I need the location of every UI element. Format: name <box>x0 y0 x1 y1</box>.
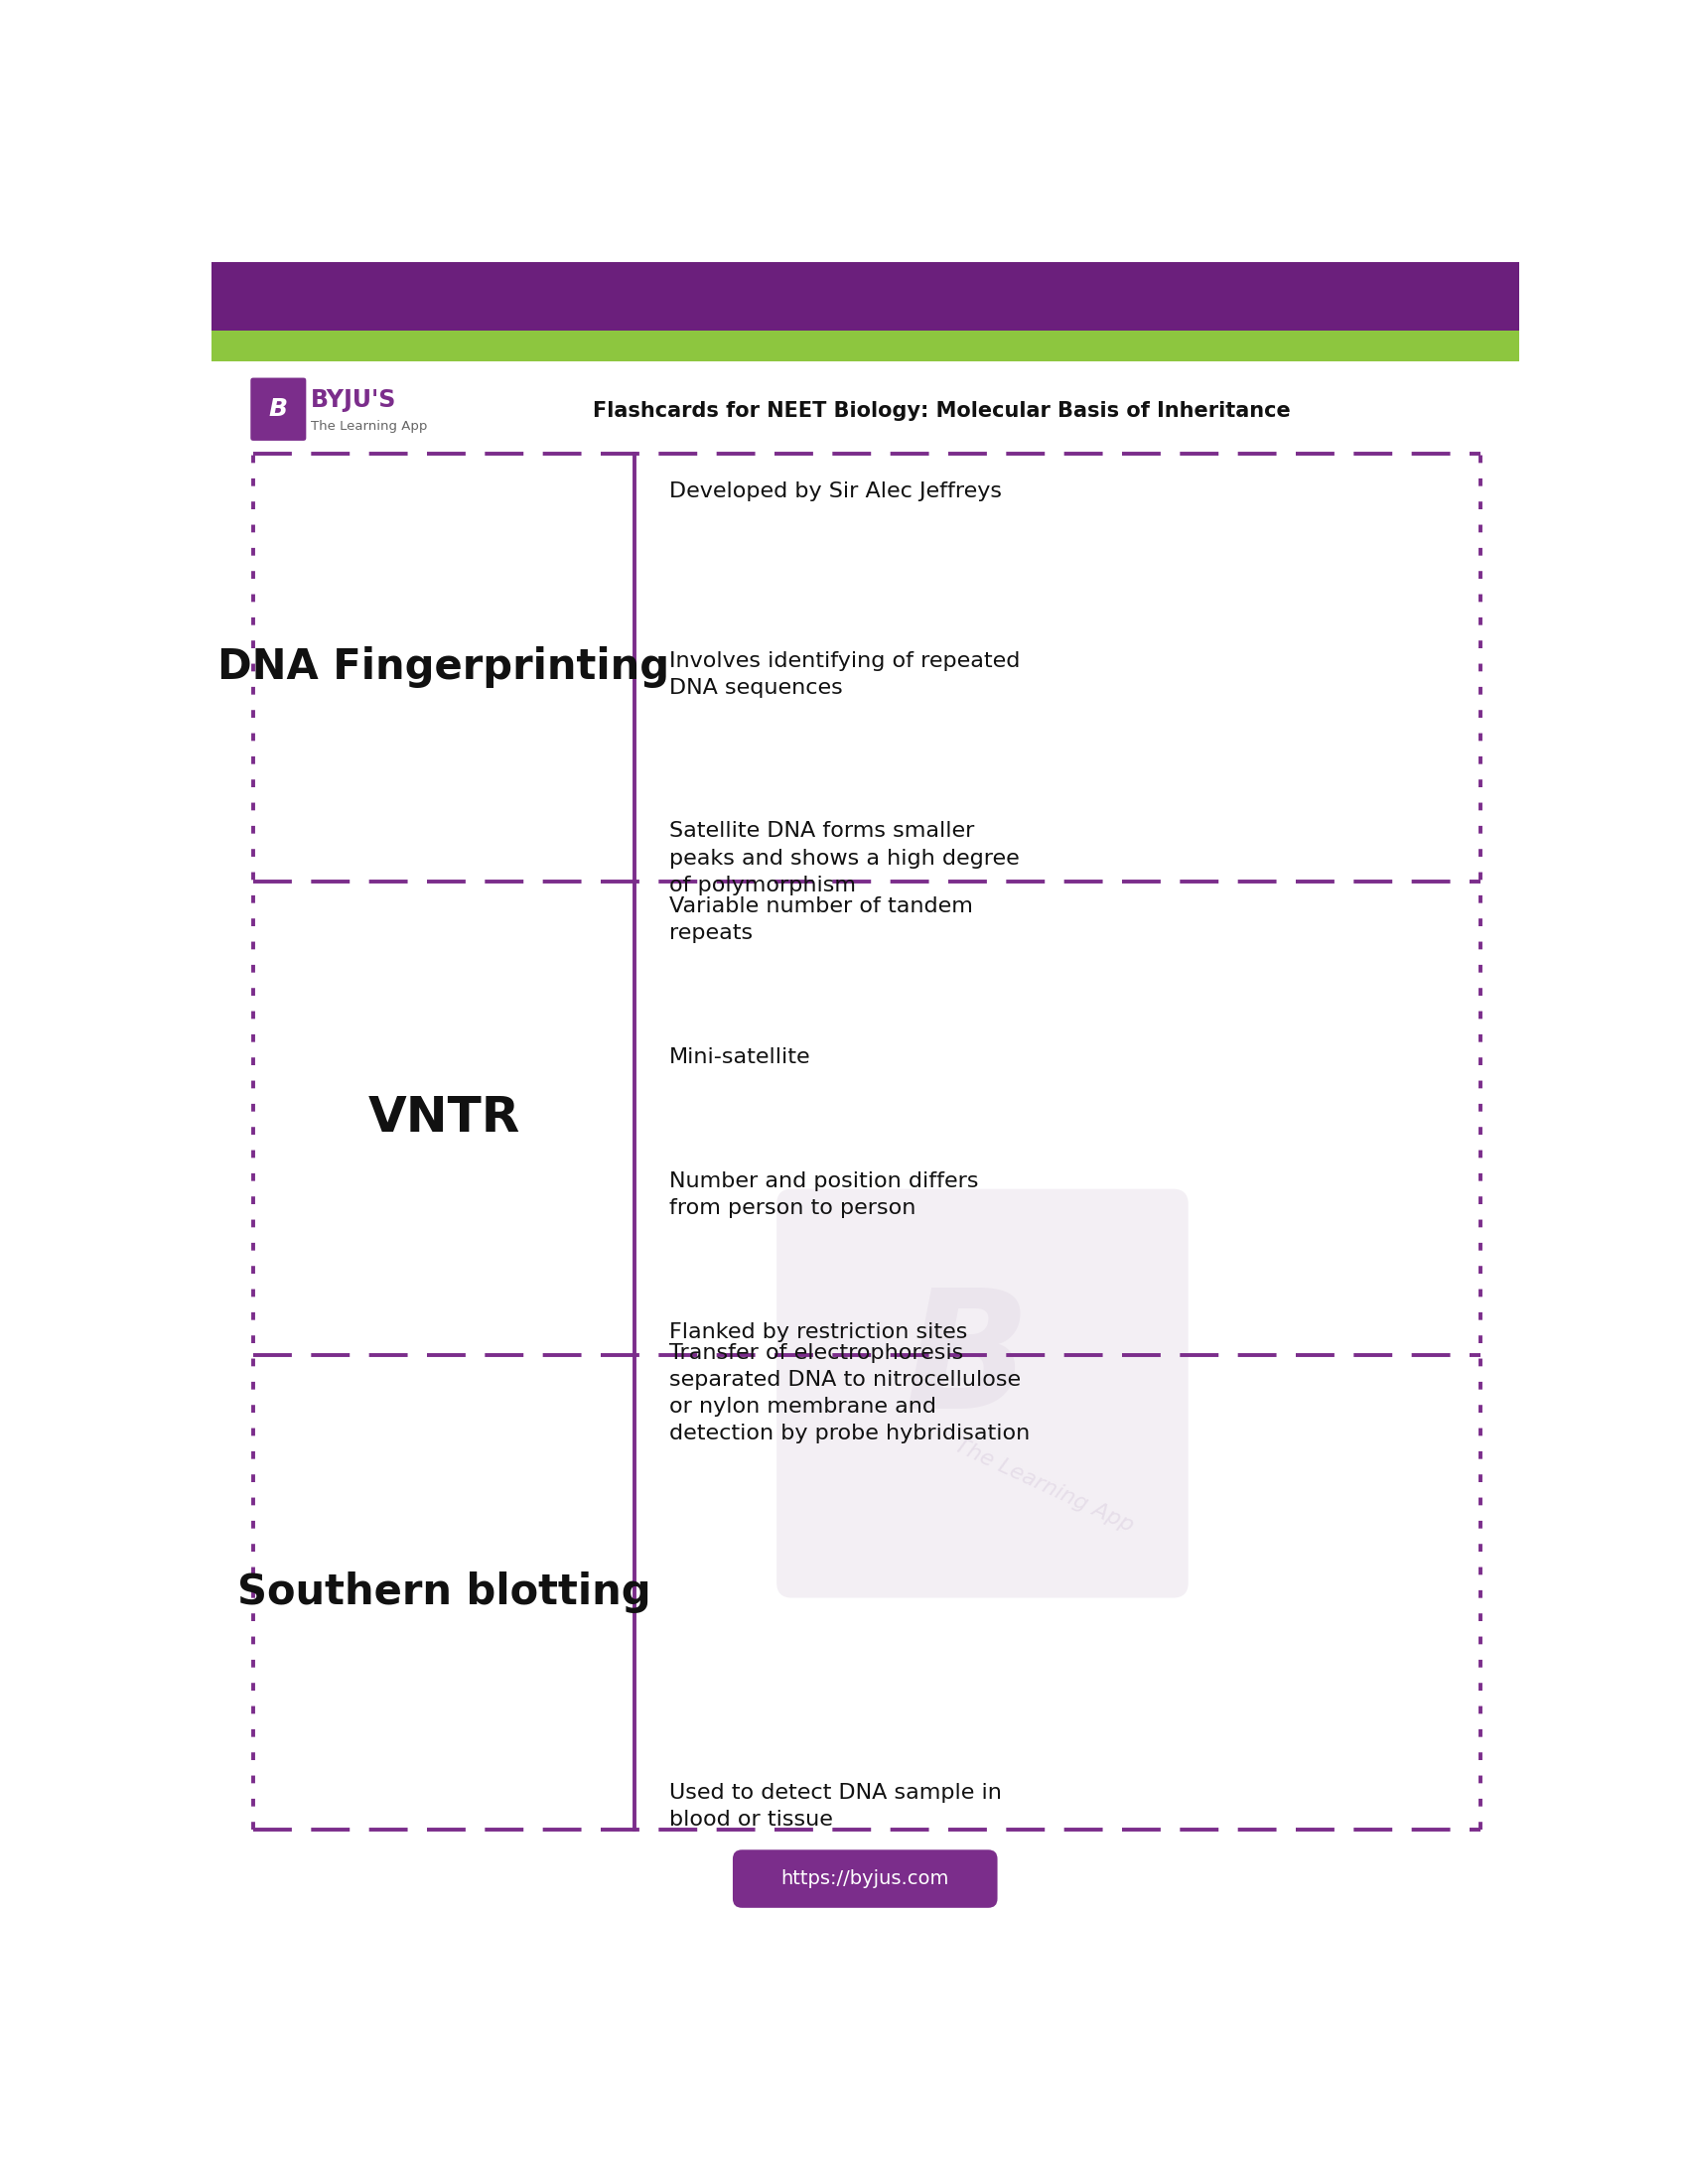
Text: B: B <box>268 397 287 422</box>
Text: Involves identifying of repeated
DNA sequences: Involves identifying of repeated DNA seq… <box>668 651 1020 699</box>
FancyBboxPatch shape <box>250 376 307 441</box>
Text: BYJU'S: BYJU'S <box>311 389 397 411</box>
Text: Satellite DNA forms smaller
peaks and shows a high degree
of polymorphism: Satellite DNA forms smaller peaks and sh… <box>668 821 1020 895</box>
Text: Mini-satellite: Mini-satellite <box>668 1046 810 1068</box>
Bar <box>211 332 1519 363</box>
Bar <box>211 262 1519 330</box>
Text: Flashcards for NEET Biology: Molecular Basis of Inheritance: Flashcards for NEET Biology: Molecular B… <box>592 402 1291 422</box>
FancyBboxPatch shape <box>776 1188 1188 1599</box>
Text: B: B <box>905 1282 1030 1444</box>
Text: Used to detect DNA sample in
blood or tissue: Used to detect DNA sample in blood or ti… <box>668 1782 1001 1830</box>
Text: Developed by Sir Alec Jeffreys: Developed by Sir Alec Jeffreys <box>668 480 1001 502</box>
Text: Flanked by restriction sites: Flanked by restriction sites <box>668 1321 967 1343</box>
Text: VNTR: VNTR <box>368 1094 520 1142</box>
Text: DNA Fingerprinting: DNA Fingerprinting <box>218 646 670 688</box>
FancyBboxPatch shape <box>733 1850 998 1909</box>
Text: The Learning App: The Learning App <box>952 1435 1136 1535</box>
Text: Variable number of tandem
repeats: Variable number of tandem repeats <box>668 895 972 943</box>
Text: Number and position differs
from person to person: Number and position differs from person … <box>668 1171 977 1219</box>
Text: The Learning App: The Learning App <box>311 419 427 432</box>
Text: Southern blotting: Southern blotting <box>236 1570 650 1614</box>
Text: https://byjus.com: https://byjus.com <box>782 1870 949 1889</box>
Text: Transfer of electrophoresis
separated DNA to nitrocellulose
or nylon membrane an: Transfer of electrophoresis separated DN… <box>668 1343 1030 1444</box>
